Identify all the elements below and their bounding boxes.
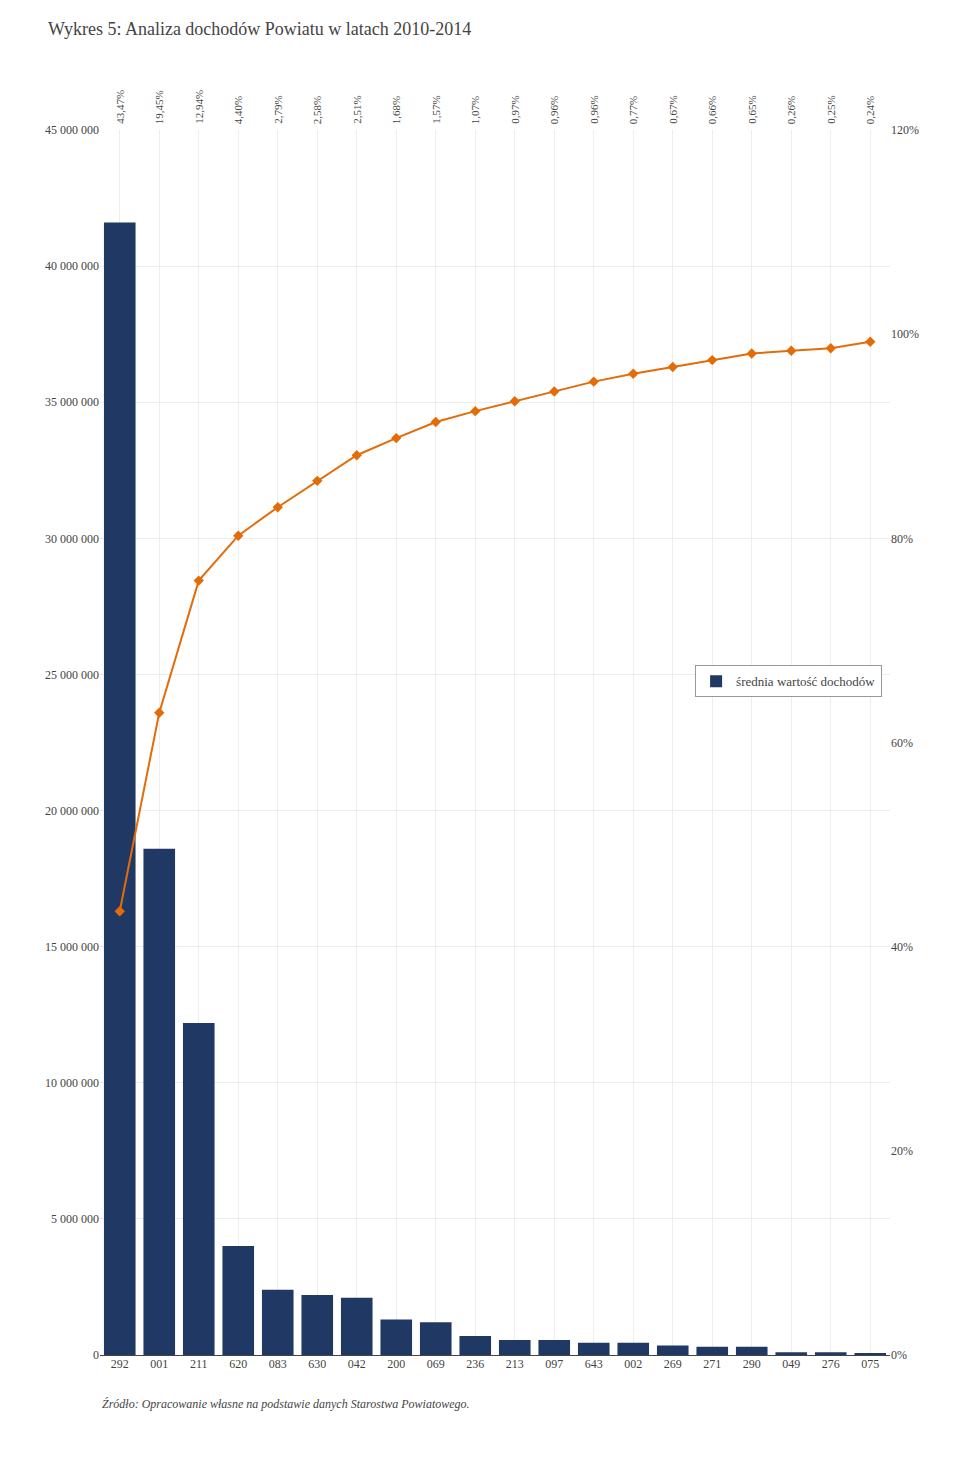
svg-text:097: 097 xyxy=(545,1357,563,1371)
svg-text:100%: 100% xyxy=(891,327,919,341)
svg-text:049: 049 xyxy=(782,1357,800,1371)
svg-text:290: 290 xyxy=(743,1357,761,1371)
svg-text:1,68%: 1,68% xyxy=(390,96,402,124)
svg-text:211: 211 xyxy=(190,1357,208,1371)
svg-text:271: 271 xyxy=(703,1357,721,1371)
svg-text:40%: 40% xyxy=(891,940,913,954)
svg-text:30 000 000: 30 000 000 xyxy=(45,532,99,546)
svg-text:643: 643 xyxy=(585,1357,603,1371)
svg-text:40 000 000: 40 000 000 xyxy=(45,259,99,273)
svg-text:620: 620 xyxy=(229,1357,247,1371)
svg-text:0,65%: 0,65% xyxy=(746,95,758,123)
svg-text:80%: 80% xyxy=(891,532,913,546)
svg-text:042: 042 xyxy=(348,1357,366,1371)
svg-text:35 000 000: 35 000 000 xyxy=(45,395,99,409)
svg-text:075: 075 xyxy=(861,1357,879,1371)
svg-text:0%: 0% xyxy=(891,1348,907,1362)
svg-text:10 000 000: 10 000 000 xyxy=(45,1076,99,1090)
svg-text:083: 083 xyxy=(269,1357,287,1371)
svg-text:4,40%: 4,40% xyxy=(232,96,244,124)
svg-text:213: 213 xyxy=(506,1357,524,1371)
svg-text:1,07%: 1,07% xyxy=(469,96,481,124)
svg-text:25 000 000: 25 000 000 xyxy=(45,668,99,682)
svg-text:292: 292 xyxy=(111,1357,129,1371)
svg-text:276: 276 xyxy=(822,1357,840,1371)
svg-text:1,57%: 1,57% xyxy=(430,95,442,123)
svg-text:002: 002 xyxy=(624,1357,642,1371)
svg-text:120%: 120% xyxy=(891,123,919,137)
svg-text:19,45%: 19,45% xyxy=(153,90,165,124)
svg-text:20%: 20% xyxy=(891,1144,913,1158)
svg-text:069: 069 xyxy=(427,1357,445,1371)
svg-text:0,77%: 0,77% xyxy=(627,96,639,124)
svg-text:630: 630 xyxy=(308,1357,326,1371)
svg-text:0,24%: 0,24% xyxy=(864,96,876,124)
svg-text:2,79%: 2,79% xyxy=(272,95,284,123)
svg-text:15 000 000: 15 000 000 xyxy=(45,940,99,954)
svg-text:0,96%: 0,96% xyxy=(588,95,600,123)
svg-text:60%: 60% xyxy=(891,736,913,750)
svg-text:średnia wartość dochodów: średnia wartość dochodów xyxy=(736,674,875,689)
svg-text:43,47%: 43,47% xyxy=(114,90,126,124)
svg-text:Źródło: Opracowanie własne na: Źródło: Opracowanie własne na podstawie … xyxy=(102,1397,470,1411)
svg-text:200: 200 xyxy=(387,1357,405,1371)
svg-text:001: 001 xyxy=(150,1357,168,1371)
svg-text:45 000 000: 45 000 000 xyxy=(45,123,99,137)
svg-text:0,96%: 0,96% xyxy=(548,96,560,124)
svg-text:2,58%: 2,58% xyxy=(311,96,323,124)
svg-text:0,67%: 0,67% xyxy=(667,95,679,123)
svg-text:0,66%: 0,66% xyxy=(706,96,718,124)
svg-text:0,26%: 0,26% xyxy=(785,96,797,124)
svg-text:12,94%: 12,94% xyxy=(193,90,205,124)
svg-text:5 000 000: 5 000 000 xyxy=(51,1212,99,1226)
svg-text:0,97%: 0,97% xyxy=(509,95,521,123)
svg-text:269: 269 xyxy=(664,1357,682,1371)
svg-text:236: 236 xyxy=(466,1357,484,1371)
svg-text:20 000 000: 20 000 000 xyxy=(45,804,99,818)
svg-text:2,51%: 2,51% xyxy=(351,95,363,123)
svg-text:0: 0 xyxy=(93,1348,99,1362)
svg-text:Wykres 5: Analiza dochodów Pow: Wykres 5: Analiza dochodów Powiatu w lat… xyxy=(48,19,471,39)
svg-text:0,25%: 0,25% xyxy=(825,95,837,123)
